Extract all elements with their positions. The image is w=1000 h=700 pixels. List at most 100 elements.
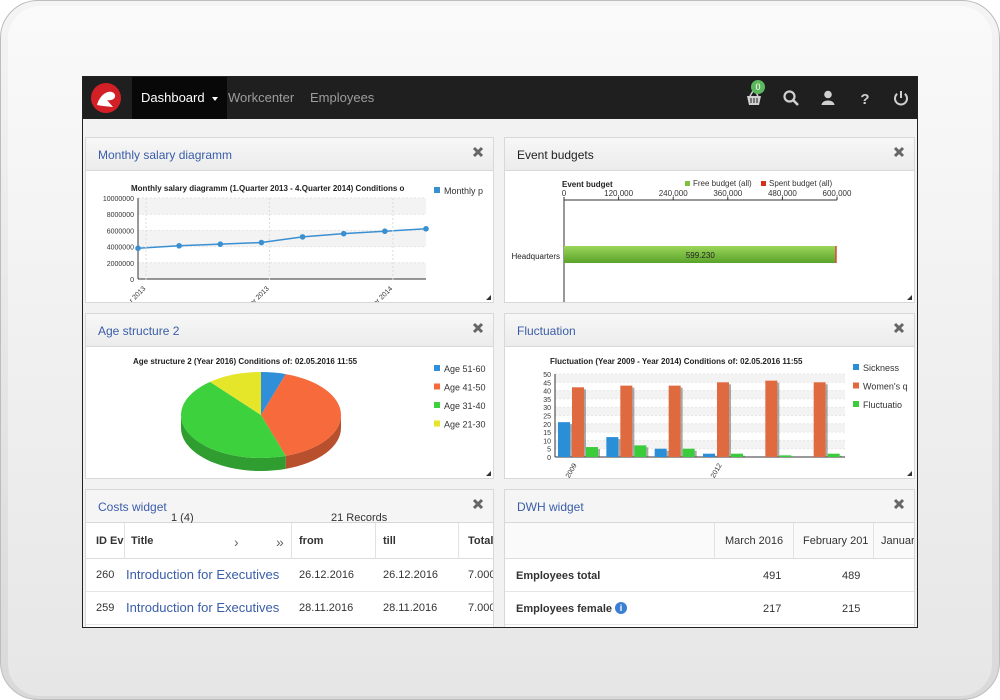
y-tick-label: 4000000: [107, 245, 134, 252]
event-widget-header[interactable]: Event budgets: [505, 138, 914, 171]
fluct-widget-body: Fluctuation (Year 2009 - Year 2014) Cond…: [505, 347, 914, 478]
fluct-bar: [827, 453, 840, 457]
y-tick-label: 20: [543, 422, 551, 429]
event-plot-area: 0 120,000 240,000 360,000 480,000 600,000 599.…: [562, 189, 852, 302]
fluct-bar: [731, 453, 743, 457]
table-row: Employees total 491 489: [505, 559, 914, 592]
fluct-bar-shadow: [729, 384, 731, 457]
x-tick-label: er 2013: [249, 285, 271, 302]
info-icon[interactable]: i: [615, 602, 627, 614]
fluct-bar-shadow: [584, 389, 586, 457]
close-icon[interactable]: [471, 497, 485, 511]
fluct-bar-shadow: [632, 387, 635, 457]
event-resize-handle[interactable]: [907, 295, 912, 300]
costs-cell-id: 260: [96, 569, 115, 581]
costs-cell-till: 26.12.2016: [383, 569, 439, 581]
dwh-cell-march: 491: [763, 570, 782, 582]
x-tick-label: r 2012: [708, 462, 724, 478]
event-chart-title: Event budget: [562, 180, 613, 189]
costs-cell-title-link[interactable]: Introduction for Executives: [126, 600, 280, 615]
costs-cell-title-link[interactable]: Introduction for Executives: [126, 567, 280, 582]
pie-slice: [261, 372, 286, 415]
fluct-bar: [765, 380, 778, 457]
y-tick-label: 30: [543, 405, 551, 412]
age-resize-handle[interactable]: [486, 471, 491, 476]
close-icon[interactable]: [892, 145, 906, 159]
salary-legend-swatch: [434, 187, 440, 193]
user-button[interactable]: [819, 89, 837, 107]
next-page-icon[interactable]: ›: [234, 534, 239, 550]
fluct-bar: [606, 437, 619, 457]
pie-slice: [181, 381, 286, 458]
dashboard-content: Monthly salary diagramm Monthly salary d…: [83, 119, 917, 627]
grid-band: [555, 374, 845, 383]
fluct-legend-label: Fluctuatio: [863, 400, 902, 410]
pie-slice-side: [181, 415, 286, 471]
nav-workcenter-label: Workcenter: [228, 90, 295, 105]
table-row[interactable]: 260 Introduction for Executives 26.12.20…: [86, 559, 493, 592]
dwh-widget-header[interactable]: DWH widget: [505, 490, 914, 523]
last-page-icon[interactable]: »: [276, 534, 284, 550]
dwh-widget-title: DWH widget: [517, 500, 584, 514]
grid-band: [138, 262, 426, 279]
fluct-bar-shadow: [825, 384, 828, 457]
app-screen: Dashboard Workcenter Employees 0: [82, 76, 918, 628]
search-button[interactable]: [782, 89, 800, 107]
pie-slice: [261, 374, 341, 456]
y-tick-label: 45: [543, 380, 551, 387]
salary-point: [299, 234, 306, 240]
fluct-resize-handle[interactable]: [907, 471, 912, 476]
age-widget-header[interactable]: Age structure 2: [86, 314, 493, 347]
age-legend-swatch: [434, 402, 440, 408]
cart-badge: 0: [751, 80, 765, 94]
close-icon[interactable]: [892, 497, 906, 511]
costs-widget-title: Costs widget: [98, 500, 167, 514]
costs-col-from[interactable]: from: [299, 535, 324, 547]
fluct-bar-shadow: [570, 424, 572, 457]
logout-button[interactable]: [892, 89, 910, 107]
dwh-col-february[interactable]: February 201: [803, 535, 869, 547]
y-tick-label: 40: [543, 389, 551, 396]
dwh-col-january[interactable]: Januar: [881, 535, 915, 547]
salary-widget: Monthly salary diagramm Monthly salary d…: [85, 137, 494, 303]
event-category-label: Headquarters: [512, 252, 560, 261]
fluct-bar: [634, 445, 647, 457]
close-icon[interactable]: [471, 145, 485, 159]
app-logo[interactable]: [91, 83, 121, 113]
nav-dashboard[interactable]: Dashboard: [132, 77, 228, 119]
x-tick-label: r 2013: [128, 285, 147, 302]
dwh-widget: DWH widget March 2016 February 201 Janua…: [504, 489, 915, 627]
fluct-bar-shadow: [646, 447, 649, 457]
help-button[interactable]: ?: [856, 89, 874, 108]
salary-point: [423, 225, 429, 232]
dwh-col-march[interactable]: March 2016: [725, 535, 784, 547]
age-legend-swatch: [434, 365, 440, 371]
nav-workcenter[interactable]: Workcenter: [219, 77, 303, 119]
costs-cell-from: 28.11.2016: [299, 602, 354, 614]
y-tick-label: 25: [543, 414, 551, 421]
salary-resize-handle[interactable]: [486, 295, 491, 300]
event-chart: Event budget Free budget (all) Spent bud…: [512, 179, 852, 302]
y-tick-label: 0: [547, 455, 551, 462]
table-row[interactable]: 259 Introduction for Executives 28.11.20…: [86, 592, 493, 625]
search-icon: [783, 90, 799, 106]
age-legend-swatch: [434, 420, 440, 427]
costs-widget-header[interactable]: Costs widget: [86, 490, 493, 523]
x-tick-label: r 2009: [563, 462, 579, 478]
fluct-chart: Fluctuation (Year 2009 - Year 2014) Cond…: [543, 357, 907, 478]
grid-band: [555, 440, 845, 449]
salary-widget-header[interactable]: Monthly salary diagramm: [86, 138, 493, 171]
costs-col-id[interactable]: ID Ev: [96, 535, 124, 547]
event-bar-spent: [835, 246, 837, 263]
close-icon[interactable]: [892, 321, 906, 335]
salary-point: [176, 242, 182, 249]
costs-col-title[interactable]: Title: [131, 535, 154, 547]
age-widget: Age structure 2 Age structure 2 (Year 20…: [85, 313, 494, 479]
costs-col-total[interactable]: Total: [468, 535, 494, 547]
nav-employees[interactable]: Employees: [301, 77, 383, 119]
y-tick-label: 8000000: [107, 212, 134, 219]
costs-col-till[interactable]: till: [383, 535, 396, 547]
close-icon[interactable]: [471, 321, 485, 335]
fluct-widget-header[interactable]: Fluctuation: [505, 314, 914, 347]
